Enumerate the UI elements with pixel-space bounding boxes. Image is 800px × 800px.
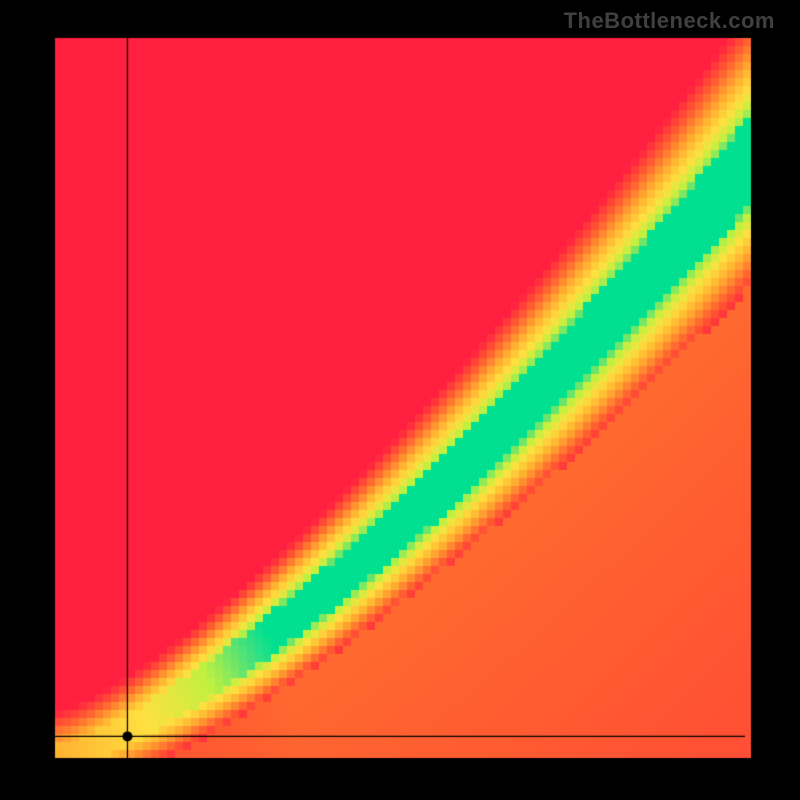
watermark-text: TheBottleneck.com — [564, 8, 775, 34]
bottleneck-heatmap — [0, 0, 800, 800]
